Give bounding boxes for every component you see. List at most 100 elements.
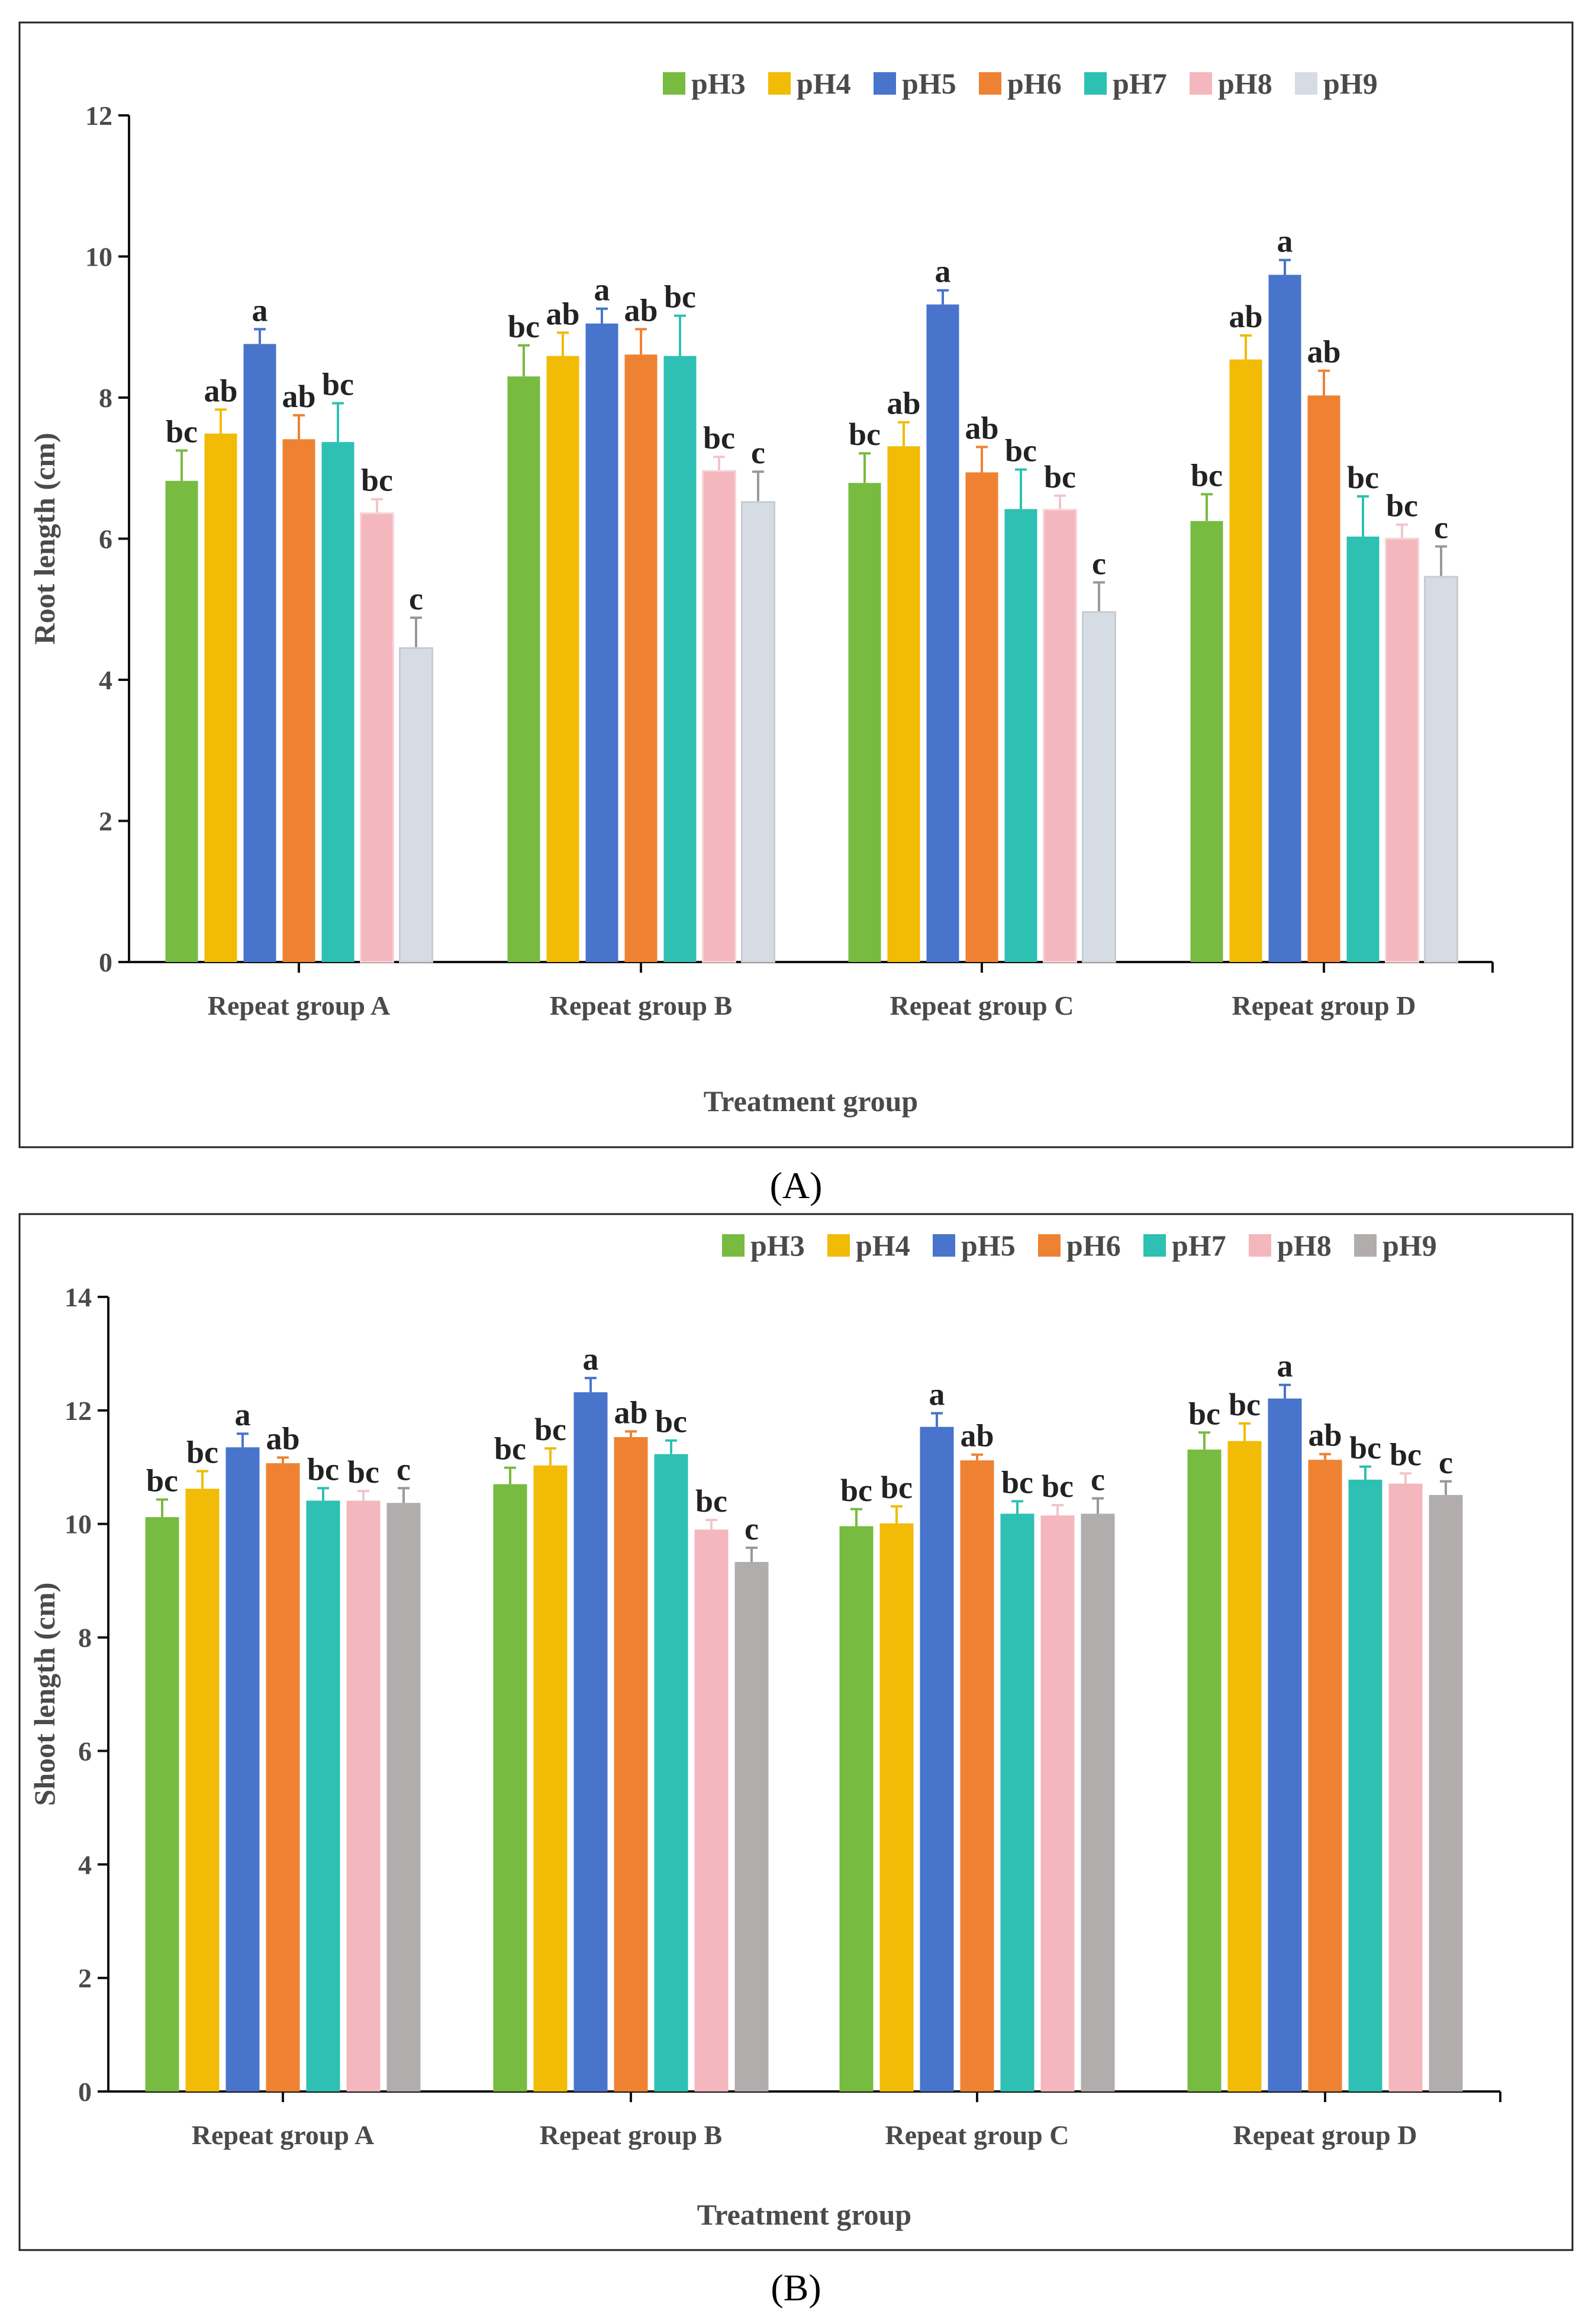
x-tick-label: Repeat group D [1232,990,1416,1021]
bar-ph7 [1000,1513,1035,2091]
bar-ph4 [1227,1441,1262,2091]
bar-ph6 [960,1460,994,2091]
bar-ph3 [839,1526,874,2091]
panel-border [18,21,1574,1148]
y-tick-label: 10 [85,242,112,272]
significance-letter: bc [664,279,696,315]
significance-letter: c [397,1451,411,1487]
significance-letter: bc [534,1412,566,1447]
legend-swatch-ph8 [1249,1234,1271,1257]
bar-ph6 [1308,1460,1342,2091]
bar-ph8 [1040,1515,1075,2091]
bar-ph9 [1429,1495,1463,2091]
bar-ph9 [1081,1513,1115,2091]
significance-letter: bc [881,1470,913,1505]
x-tick-label: Repeat group C [885,2120,1069,2150]
significance-letter: bc [703,420,735,456]
x-tick-label: Repeat group B [540,2120,722,2150]
bar-ph3 [493,1484,527,2091]
panel-border [18,1213,1574,2251]
legend-swatch-ph9 [1354,1234,1377,1257]
y-tick-label: 8 [99,383,112,413]
legend-swatch-ph7 [1143,1234,1166,1257]
bar-ph9 [1082,611,1116,963]
significance-letter: c [1091,1462,1105,1497]
significance-letter: bc [1191,457,1223,493]
legend-label: pH5 [961,1229,1016,1262]
significance-letter: a [594,272,610,308]
significance-letter: bc [840,1473,872,1508]
legend-swatch-ph4 [827,1234,850,1257]
bar-ph3 [165,480,198,962]
bar-ph8 [702,470,736,963]
bar-ph9 [734,1561,769,2091]
bar-ph5 [225,1447,260,2091]
bar-ph9 [741,501,775,963]
bar-ph5 [926,304,959,962]
significance-letter: bc [1042,1468,1074,1504]
bar-ph8 [1388,1483,1423,2091]
y-tick-label: 8 [78,1623,92,1653]
significance-letter: bc [1229,1387,1261,1422]
bar-ph4 [204,433,237,962]
legend-label: pH6 [1066,1229,1121,1262]
bar-ph8 [360,512,394,963]
significance-letter: ab [965,410,998,446]
significance-letter: bc [186,1435,218,1470]
bar-ph5 [1268,1398,1302,2091]
legend-label: pH7 [1113,67,1167,100]
bar-ph6 [266,1463,300,2091]
significance-letter: bc [322,367,354,402]
significance-letter: bc [849,417,881,452]
legend-swatch-ph4 [768,72,791,95]
significance-letter: c [1439,1445,1453,1480]
legend-swatch-ph5 [874,72,896,95]
significance-letter: bc [307,1451,339,1487]
bar-ph4 [879,1523,914,2091]
y-tick-label: 12 [85,101,112,131]
chart-panel-b: 0 2 4 6 8 10 12 14 Repeat group A Repeat group B R… [18,1213,1574,2251]
y-axis-title: Shoot length (cm) [28,1583,61,1806]
significance-letter: bc [695,1483,727,1519]
x-tick-label: Repeat group A [208,990,390,1021]
bar-ph4 [546,356,579,962]
significance-letter: a [583,1341,599,1377]
legend-label: pH4 [797,67,851,100]
bar-ph8 [1043,509,1077,963]
y-tick-label: 4 [99,665,112,695]
legend-label: pH8 [1277,1229,1332,1262]
significance-letter: ab [266,1421,299,1456]
bar-ph4 [887,446,920,962]
y-tick-label: 10 [65,1509,92,1539]
bar-ph3 [145,1517,179,2091]
bar-ph5 [585,323,618,962]
bar-ph5 [1268,275,1301,962]
legend-label: pH6 [1007,67,1062,100]
y-tick-label: 14 [65,1282,92,1312]
bar-ph5 [243,344,276,962]
bar-ph9 [399,647,433,963]
bar-ph8 [694,1529,729,2091]
bar-ph7 [1004,509,1037,962]
y-tick-label: 2 [99,806,112,837]
significance-letter: bc [347,1454,379,1490]
bar-ph3 [1187,1450,1222,2091]
y-tick-label: 2 [78,1963,92,1993]
bar-ph7 [663,356,697,962]
legend-label: pH7 [1172,1229,1226,1262]
y-tick-label: 0 [78,2077,92,2107]
y-tick-label: 12 [65,1396,92,1426]
panel-label: (A) [770,1164,823,1206]
significance-letter: a [935,254,951,289]
y-tick-label: 4 [78,1849,92,1880]
bar-ph8 [1385,538,1419,963]
bar-ph6 [282,439,315,962]
bar-ph6 [614,1437,648,2091]
bar-ph8 [346,1500,381,2091]
x-tick-label: Repeat group A [192,2120,374,2150]
significance-letter: ab [204,373,237,408]
bar-ph4 [1229,359,1262,962]
significance-letter: ab [624,292,658,328]
significance-letter: bc [1005,433,1037,469]
